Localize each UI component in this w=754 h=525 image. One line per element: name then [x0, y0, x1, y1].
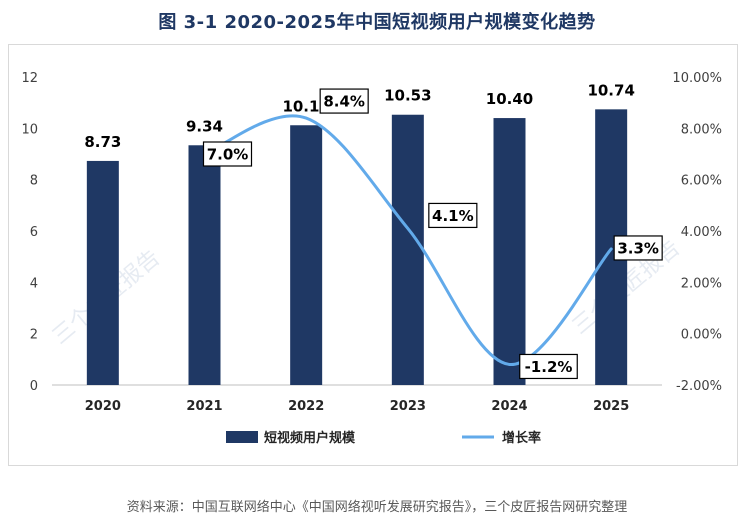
bar-value-label: 9.34 [186, 117, 223, 135]
bar [391, 114, 424, 385]
growth-rate-label-box [519, 353, 578, 380]
growth-rate-label-box [428, 202, 478, 229]
chart-canvas: 三个皮匠报告三个皮匠报告 0 2 4 6 8 10 12 -2.00% 0.00% 2.00% 4… [21, 71, 722, 446]
x-axis-tick: 2022 [288, 399, 324, 414]
x-axis-tick: 2025 [593, 399, 629, 414]
right-axis-tick: 10.00% [672, 71, 722, 86]
left-axis-tick: 6 [30, 225, 38, 240]
left-axis-tick: 10 [21, 122, 38, 137]
growth-rate-label: 4.1% [428, 202, 478, 229]
left-axis-tick: 0 [30, 379, 38, 394]
growth-rate-label: -1.2% [519, 353, 578, 380]
x-axis-tick: 2023 [390, 399, 426, 414]
bar [493, 118, 526, 386]
bar [188, 145, 221, 385]
legend-bar-label: 短视频用户规模 [264, 430, 356, 446]
x-axis-tick: 2024 [491, 399, 527, 414]
x-axis-tick: 2020 [85, 399, 121, 414]
growth-rate-label: 7.0% [202, 141, 253, 167]
legend-bar-swatch [226, 431, 258, 443]
right-axis-tick: 0.00% [681, 328, 722, 343]
bar-data-labels: 8.73 9.34 10.12 10.53 10.40 10.74 [84, 81, 635, 151]
right-axis: -2.00% 0.00% 2.00% 4.00% 6.00% 8.00% 10.00% [672, 71, 722, 394]
right-axis-tick: 2.00% [681, 276, 722, 291]
legend-line-label: 增长率 [502, 430, 541, 446]
x-axis-tick-labels: 2020 2021 2022 2023 2024 2025 [85, 399, 630, 414]
growth-rate-line [203, 114, 613, 366]
left-axis-tick: 8 [30, 174, 38, 189]
legend: 短视频用户规模 增长率 [226, 430, 541, 446]
growth-rate-label: 3.3% [613, 235, 663, 261]
growth-rate-label-text: 8.4% [323, 93, 365, 111]
right-axis-tick: 4.00% [681, 225, 722, 240]
watermark-group: 三个皮匠报告三个皮匠报告 [48, 236, 685, 350]
growth-rate-label-text: 3.3% [617, 239, 659, 257]
growth-rate-label-box [319, 88, 369, 114]
left-axis-tick: 4 [30, 276, 38, 291]
growth-rate-label-box [613, 235, 663, 261]
x-axis-tick: 2021 [186, 399, 222, 414]
bar-value-label: 8.73 [84, 133, 121, 151]
source-note: 资料来源：中国互联网络中心《中国网络视听发展研究报告》，三个皮匠报告网研究整理 [126, 500, 628, 515]
bar [290, 125, 323, 386]
left-axis: 0 2 4 6 8 10 12 [21, 71, 38, 394]
bar [86, 160, 119, 385]
growth-rate-label-text: 7.0% [207, 146, 249, 164]
bar-value-label: 10.12 [282, 97, 329, 115]
bar-value-label: 10.40 [486, 90, 533, 108]
left-axis-tick: 2 [30, 328, 38, 343]
growth-rate-label-text: -1.2% [525, 358, 573, 376]
growth-rate-label-text: 4.1% [432, 207, 474, 225]
bar-value-label: 10.74 [587, 81, 634, 99]
growth-rate-label-box [202, 141, 253, 167]
bar-value-label: 10.53 [384, 87, 431, 105]
left-axis-tick: 12 [21, 71, 38, 86]
growth-rate-label: 8.4% [319, 88, 369, 114]
right-axis-tick: 6.00% [681, 174, 722, 189]
right-axis-tick: 8.00% [681, 122, 722, 137]
chart-title: 图 3-1 2020-2025年中国短视频用户规模变化趋势 [158, 12, 596, 33]
right-axis-tick: -2.00% [676, 379, 722, 394]
growth-rate-labels: 7.0% 8.4% 4.1% -1.2% 3.3% [202, 88, 663, 380]
